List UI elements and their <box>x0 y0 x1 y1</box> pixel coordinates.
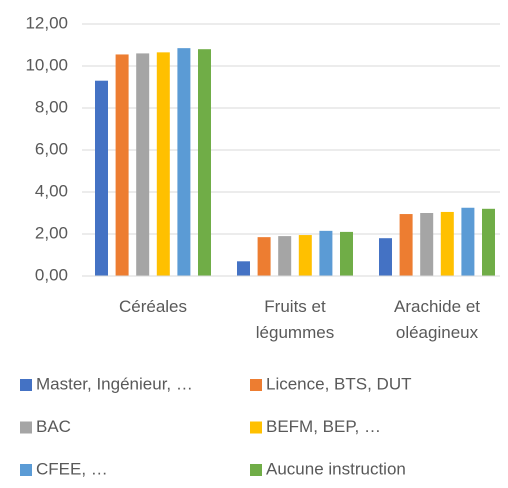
x-tick-label: Fruits et légummes <box>255 297 335 342</box>
legend-label: BEFM, BEP, … <box>266 417 381 436</box>
bar <box>115 54 129 277</box>
bar <box>198 49 211 277</box>
bar <box>340 231 353 276</box>
bar <box>319 230 333 276</box>
bar <box>461 207 475 276</box>
legend-swatch <box>250 421 262 434</box>
y-tick-label: 0,00 <box>35 265 68 284</box>
y-tick-label: 4,00 <box>35 181 68 200</box>
legend-label: Licence, BTS, DUT <box>266 374 412 393</box>
y-tick-label: 2,00 <box>35 223 68 242</box>
bar <box>257 237 271 276</box>
bar <box>482 208 495 276</box>
y-tick-label: 8,00 <box>35 97 68 116</box>
legend-swatch <box>20 464 32 476</box>
bar <box>379 238 392 276</box>
bar <box>95 80 108 276</box>
bar <box>298 235 312 276</box>
bar <box>136 53 150 277</box>
bar <box>420 213 434 276</box>
x-tick-label: Céréales <box>118 297 188 316</box>
bar <box>237 261 250 276</box>
legend-swatch <box>20 421 32 434</box>
x-tick-label: Arachide et oléagineux <box>394 297 480 342</box>
bar <box>399 214 413 276</box>
y-tick-label: 12,00 <box>25 13 68 32</box>
legend-label: Master, Ingénieur, … <box>36 374 193 393</box>
bar <box>156 52 170 276</box>
bar <box>177 48 191 277</box>
legend-swatch <box>250 464 262 476</box>
bar <box>440 211 454 276</box>
legend-label: BAC <box>36 417 71 436</box>
y-tick-label: 6,00 <box>35 139 68 158</box>
legend-swatch <box>20 379 32 391</box>
legend-label: Aucune instruction <box>266 459 406 478</box>
legend-swatch <box>250 379 262 391</box>
legend-label: CFEE, … <box>36 459 108 478</box>
y-tick-label: 10,00 <box>25 55 68 74</box>
bar <box>278 236 292 276</box>
